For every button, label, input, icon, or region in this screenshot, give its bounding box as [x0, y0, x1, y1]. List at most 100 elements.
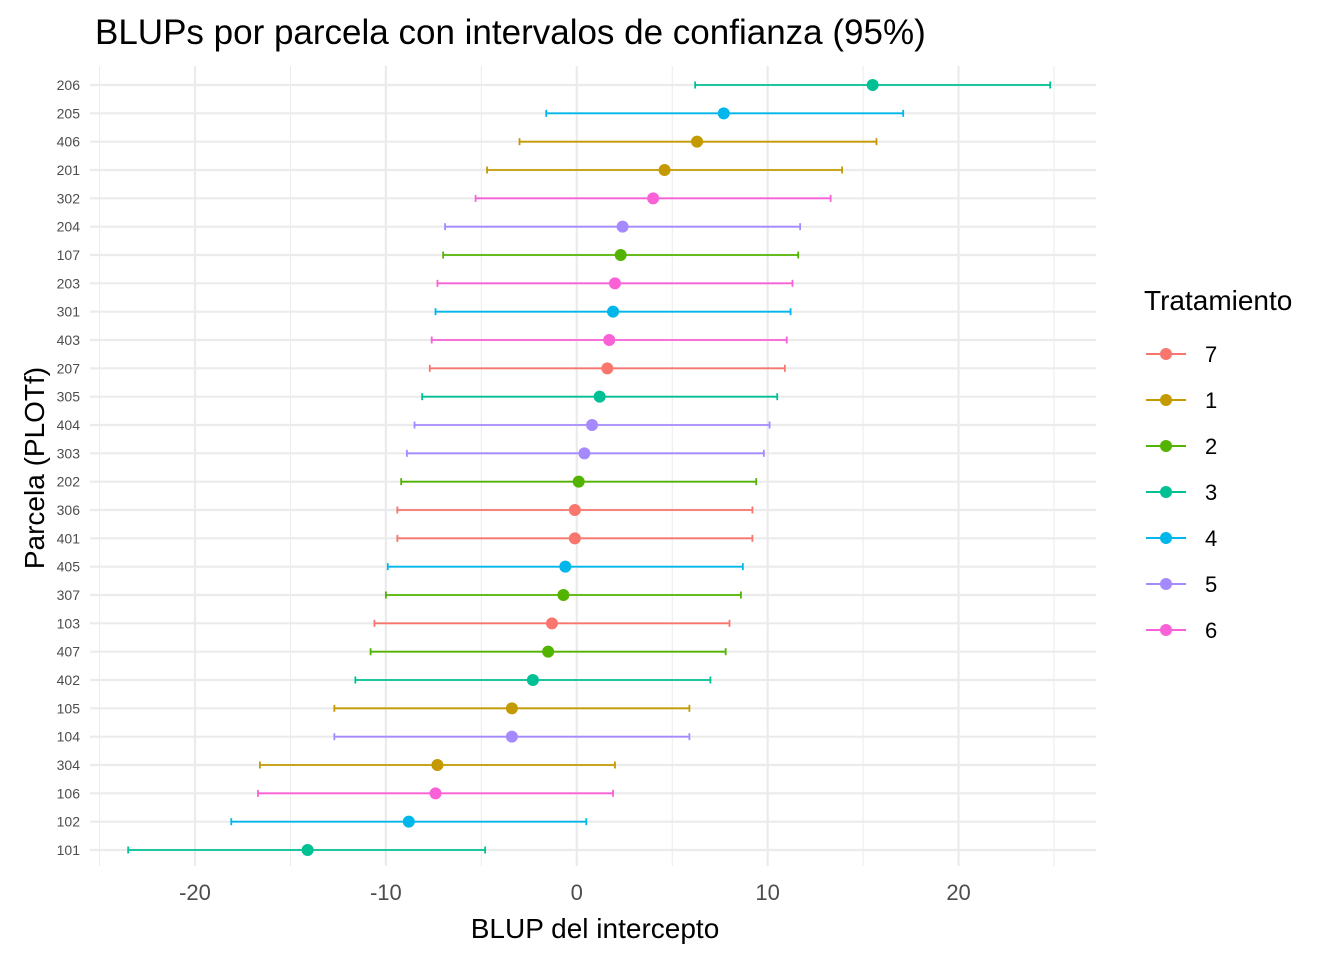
legend-label: 7 — [1205, 342, 1217, 367]
y-tick-label: 405 — [57, 559, 81, 575]
legend-item: 6 — [1146, 618, 1217, 643]
legend-label: 1 — [1205, 388, 1217, 413]
y-tick-label: 205 — [57, 105, 81, 121]
data-point — [866, 79, 879, 91]
x-tick-label: 0 — [571, 880, 583, 905]
legend-title: Tratamiento — [1144, 285, 1292, 316]
data-point — [431, 759, 444, 771]
legend-key-point — [1160, 440, 1172, 452]
data-point — [545, 617, 558, 630]
legend-item: 5 — [1146, 572, 1217, 597]
data-row — [127, 844, 487, 856]
data-row — [430, 334, 788, 346]
legend-label: 2 — [1205, 434, 1217, 459]
y-tick-label: 304 — [57, 757, 81, 773]
y-tick-label: 203 — [57, 275, 81, 291]
legend-item: 3 — [1146, 480, 1217, 505]
y-tick-label: 201 — [57, 162, 81, 178]
x-tick-label: -10 — [370, 880, 402, 905]
legend-label: 6 — [1205, 618, 1217, 643]
data-row — [518, 135, 878, 148]
data-point — [559, 560, 572, 573]
y-tick-label: 101 — [57, 842, 81, 858]
grid — [90, 66, 1096, 866]
data-row — [396, 532, 754, 545]
data-row — [421, 390, 779, 403]
data-point — [301, 844, 314, 856]
y-tick-label: 407 — [57, 644, 81, 660]
data-point — [542, 645, 555, 658]
legend-key-point — [1160, 348, 1172, 360]
data-point — [568, 532, 581, 545]
legend-item: 4 — [1146, 526, 1217, 551]
x-tick-label: 20 — [946, 880, 970, 905]
data-row — [405, 447, 765, 460]
data-point — [572, 475, 585, 488]
legend-key-point — [1160, 532, 1172, 544]
data-row — [354, 674, 712, 686]
y-tick-label: 103 — [57, 615, 81, 631]
legend: Tratamiento 7 1 2 3 4 5 6 — [1144, 285, 1292, 643]
y-tick-label: 306 — [57, 502, 81, 518]
x-axis-title: BLUP del intercepto — [471, 913, 720, 944]
y-tick-label: 302 — [57, 190, 81, 206]
data-point — [505, 730, 518, 743]
y-axis-title: Parcela (PLOTf) — [19, 367, 50, 569]
y-tick-label: 105 — [57, 700, 81, 716]
data-point — [593, 390, 606, 403]
y-tick-label: 202 — [57, 474, 81, 490]
data-point — [647, 192, 660, 205]
chart-title: BLUPs por parcela con intervalos de conf… — [95, 13, 926, 52]
data-row — [436, 277, 794, 290]
data-point — [601, 362, 614, 375]
data-row — [230, 815, 588, 828]
legend-label: 4 — [1205, 526, 1217, 551]
data-row — [384, 589, 742, 601]
data-point — [658, 164, 671, 176]
legend-item: 7 — [1146, 342, 1217, 367]
y-tick-label: 305 — [57, 389, 81, 405]
data-row — [258, 759, 616, 771]
data-row — [486, 164, 844, 176]
y-tick-label: 102 — [57, 814, 81, 830]
data-point — [614, 249, 627, 261]
data-point — [526, 674, 539, 686]
x-tick-label: 10 — [755, 880, 779, 905]
data-point — [578, 447, 591, 460]
data-row — [545, 107, 905, 120]
y-tick-label: 104 — [57, 729, 81, 745]
y-tick-label: 204 — [57, 219, 81, 235]
x-axis-ticks: -20 -10 0 10 20 — [179, 880, 971, 905]
data-layer — [127, 79, 1052, 856]
data-point — [608, 277, 621, 290]
data-point — [402, 815, 415, 828]
y-tick-label: 303 — [57, 445, 81, 461]
y-tick-label: 402 — [57, 672, 81, 688]
data-row — [413, 419, 771, 431]
legend-label: 5 — [1205, 572, 1217, 597]
data-row — [474, 192, 832, 205]
data-row — [373, 617, 731, 630]
x-tick-label: -20 — [179, 880, 211, 905]
y-tick-label: 406 — [57, 134, 81, 150]
y-tick-label: 301 — [57, 304, 81, 320]
legend-key-point — [1160, 486, 1172, 498]
data-row — [333, 702, 691, 715]
data-point — [586, 419, 599, 431]
legend-label: 3 — [1205, 480, 1217, 505]
y-axis-ticks: 206 205 406 201 302 204 107 203 301 403 207 305 404 3… — [57, 77, 81, 858]
data-point — [557, 589, 570, 601]
data-row — [396, 504, 754, 516]
y-tick-label: 401 — [57, 530, 81, 546]
y-tick-label: 207 — [57, 360, 81, 376]
legend-key-point — [1160, 578, 1172, 590]
data-row — [333, 730, 691, 743]
data-row — [694, 79, 1052, 91]
data-row — [442, 249, 800, 261]
legend-key-point — [1160, 624, 1172, 636]
data-row — [444, 220, 802, 233]
data-point — [607, 305, 620, 318]
y-tick-label: 403 — [57, 332, 81, 348]
y-tick-label: 206 — [57, 77, 81, 93]
